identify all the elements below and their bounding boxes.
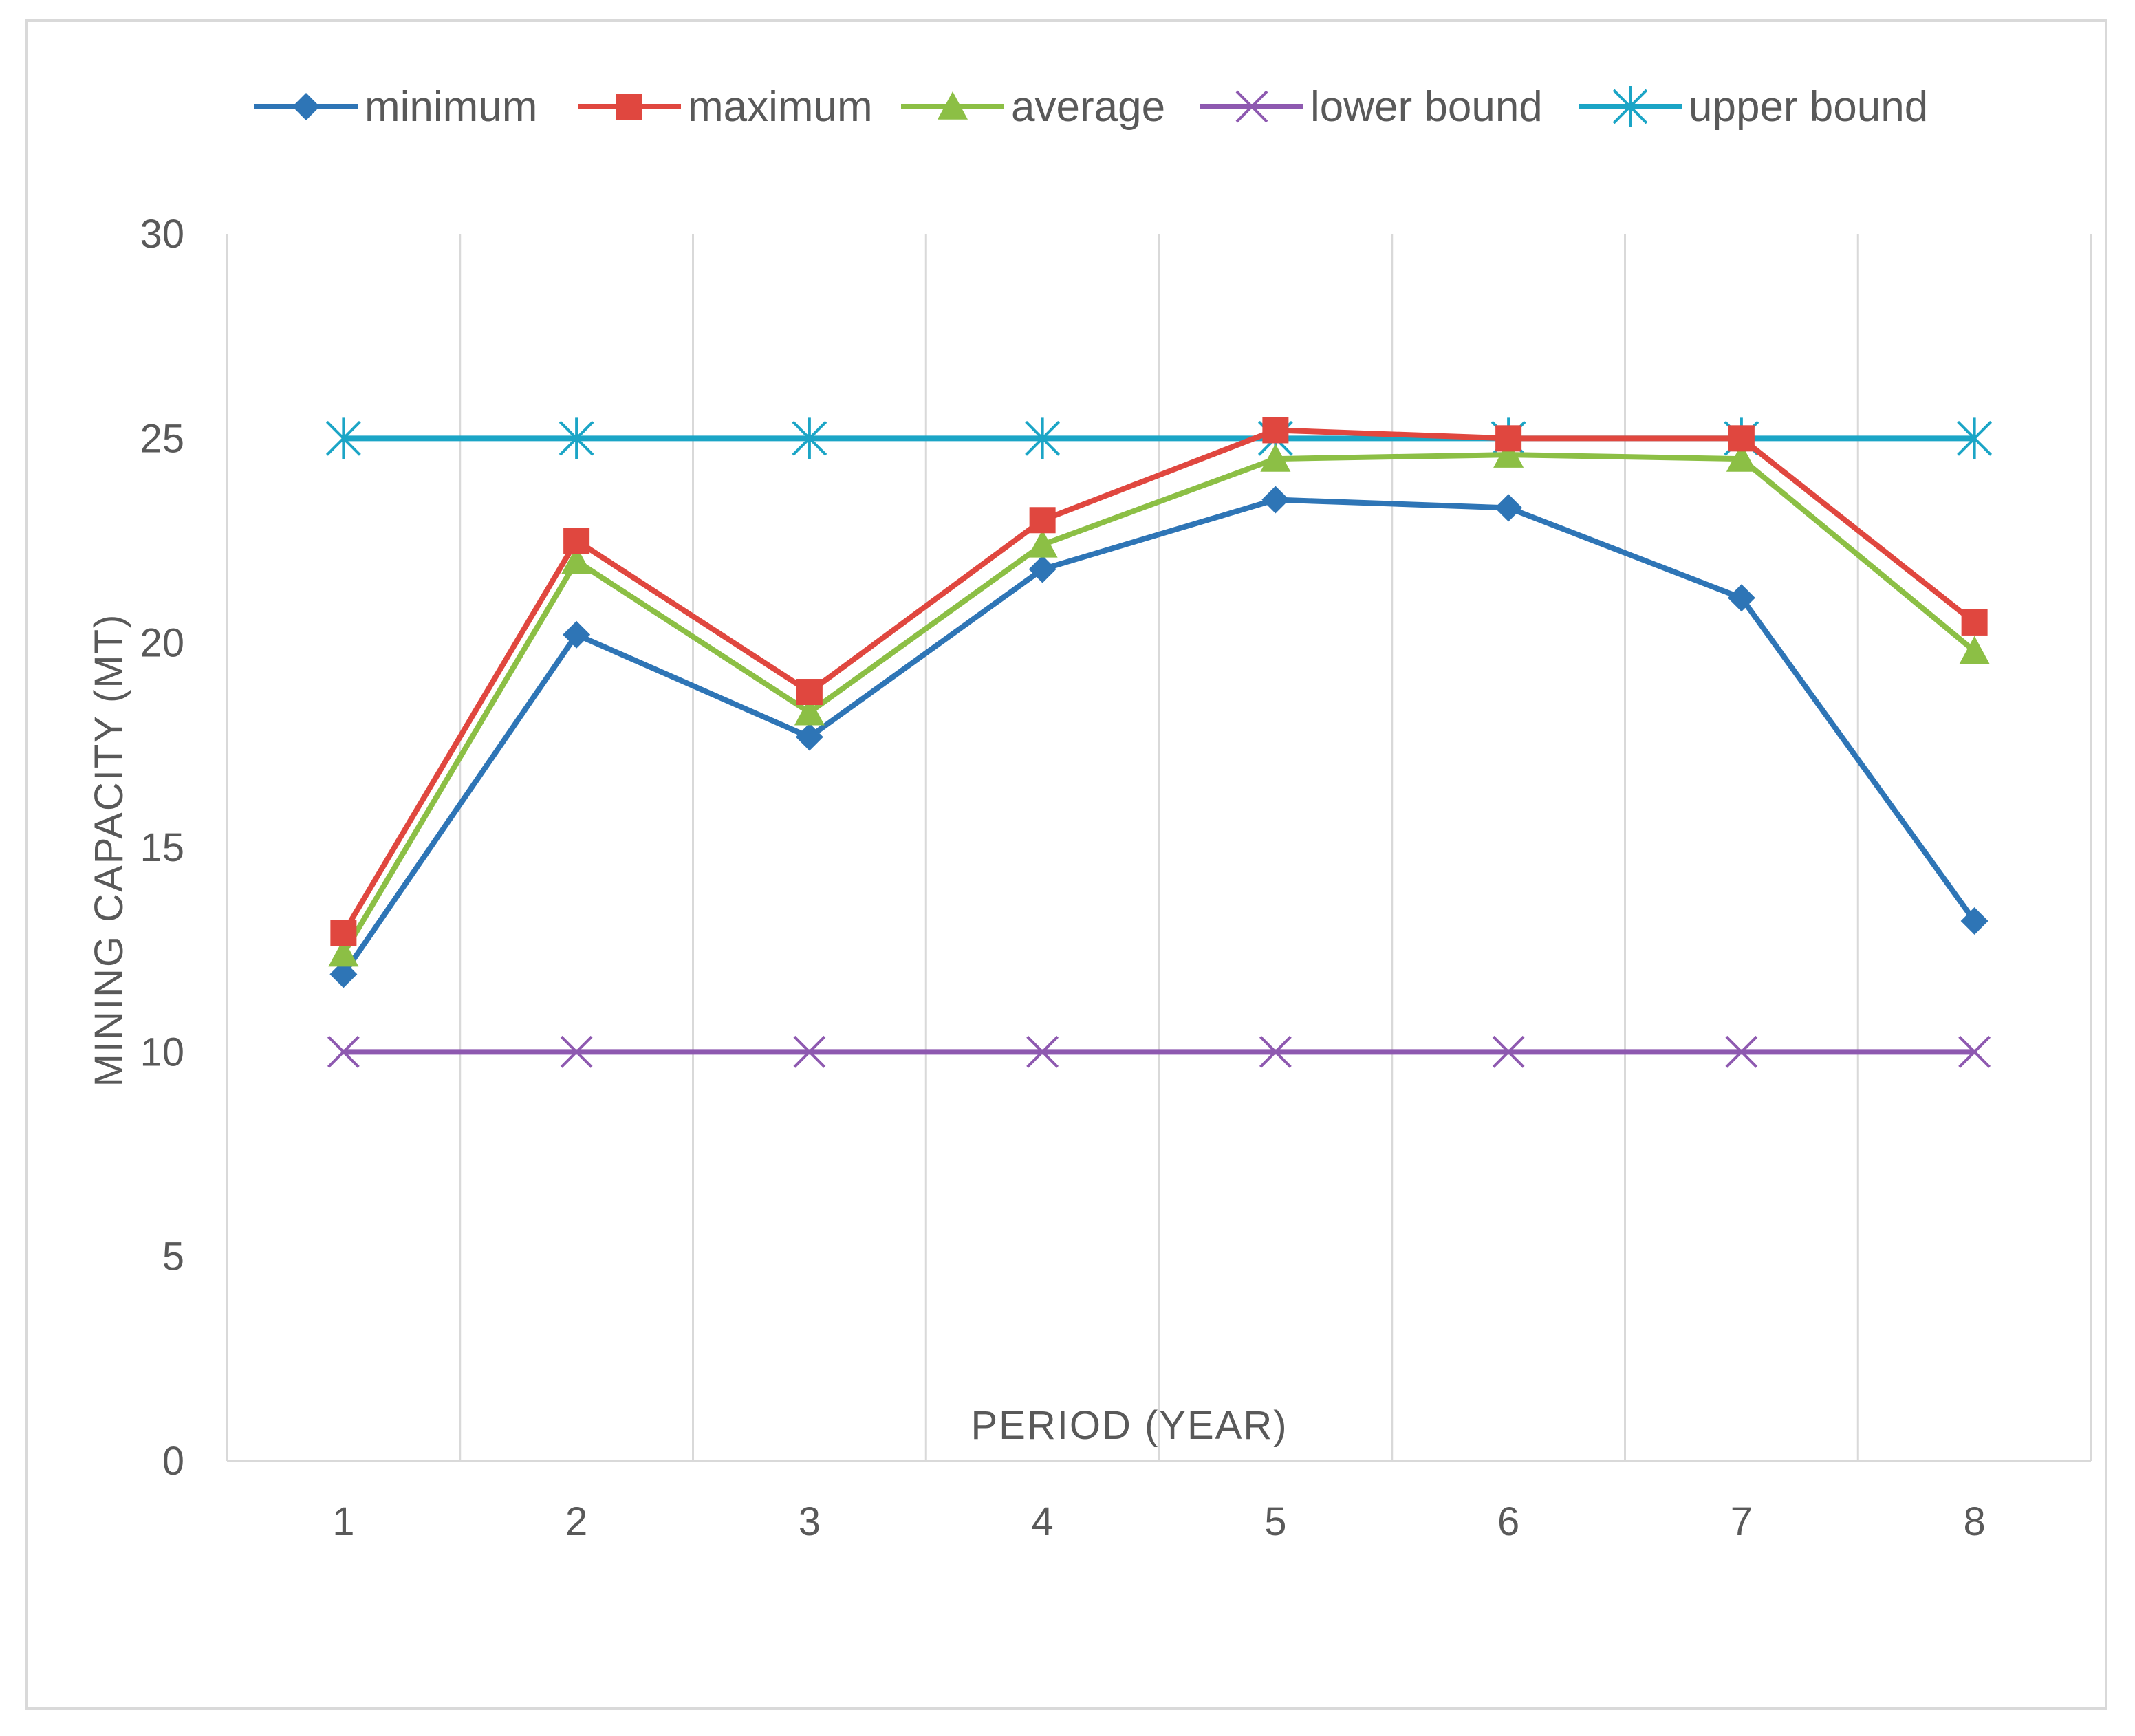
data-point-maximum — [1262, 417, 1289, 444]
chart-frame — [25, 19, 2107, 1710]
data-point-upper-bound — [1957, 417, 1993, 459]
x-tick-label: 7 — [1731, 1499, 1753, 1544]
legend-label-lower-bound: lower bound — [1310, 83, 1543, 131]
legend-marker-maximum — [616, 94, 642, 120]
data-point-average — [1959, 636, 1990, 664]
data-point-minimum — [1960, 907, 1988, 935]
data-point-lower-bound — [1725, 1035, 1758, 1068]
data-point-lower-bound — [560, 1035, 593, 1068]
legend-item-maximum: maximum — [578, 83, 873, 131]
data-point-maximum — [330, 920, 357, 946]
x-axis-title: PERIOD (YEAR) — [971, 1403, 1288, 1448]
data-point-lower-bound — [1958, 1035, 1991, 1068]
legend-item-minimum: minimum — [254, 83, 537, 131]
data-point-maximum — [1961, 609, 1988, 636]
series-maximum — [330, 417, 1988, 946]
grid — [226, 234, 2092, 1461]
series-line-maximum — [340, 427, 1977, 935]
series-minimum — [329, 486, 1988, 988]
series — [325, 417, 1993, 1068]
data-point-minimum — [1495, 494, 1523, 522]
x-tick-label: 6 — [1497, 1499, 1519, 1544]
legend-marker-minimum — [292, 93, 320, 120]
data-point-average — [1260, 444, 1291, 472]
y-tick-label: 10 — [140, 1030, 184, 1074]
series-line-average — [340, 452, 1977, 955]
series-line-minimum — [341, 497, 1977, 976]
data-point-maximum — [1728, 425, 1755, 452]
legend-label-maximum: maximum — [688, 83, 873, 131]
data-point-minimum — [795, 723, 823, 751]
x-tick-label: 8 — [1963, 1499, 1985, 1544]
legend: minimum maximum average lower bound upper bo… — [254, 83, 1928, 131]
y-tick-label: 30 — [140, 212, 184, 257]
y-tick-label: 20 — [140, 621, 184, 666]
legend-label-average: average — [1011, 83, 1165, 131]
legend-label-minimum: minimum — [365, 83, 537, 131]
legend-item-lower-bound: lower bound — [1200, 83, 1543, 131]
legend-item-average: average — [901, 83, 1165, 131]
data-point-average — [1493, 440, 1524, 468]
data-point-maximum — [1029, 507, 1056, 534]
data-point-average — [328, 938, 359, 967]
data-point-lower-bound — [1026, 1035, 1059, 1068]
data-point-lower-bound — [327, 1035, 360, 1068]
x-tick-label: 2 — [565, 1499, 587, 1544]
data-point-upper-bound — [792, 417, 827, 459]
legend-marker-average — [938, 91, 968, 120]
data-point-minimum — [563, 620, 591, 649]
y-tick-label: 15 — [140, 825, 184, 870]
series-lower-bound — [327, 1035, 1991, 1068]
y-tick-label: 25 — [140, 416, 184, 461]
x-tick-label: 4 — [1031, 1499, 1053, 1544]
x-tick-label: 1 — [332, 1499, 354, 1544]
data-point-minimum — [329, 960, 358, 988]
y-tick-label: 5 — [162, 1235, 184, 1279]
y-tick-label: 0 — [162, 1439, 184, 1484]
data-point-average — [561, 545, 592, 574]
data-point-lower-bound — [793, 1035, 826, 1068]
data-point-average — [1027, 529, 1058, 558]
axes: 0 5 10 15 20 25 30 1 2 3 4 5 6 7 8 — [140, 212, 2091, 1544]
data-point-average — [794, 697, 825, 726]
y-axis-title: MINING CAPACITY (MT) — [87, 614, 131, 1087]
legend-item-upper-bound: upper bound — [1579, 83, 1928, 131]
x-tick-label: 5 — [1264, 1499, 1286, 1544]
data-point-average — [1726, 444, 1757, 472]
data-point-upper-bound — [1025, 417, 1061, 459]
data-point-lower-bound — [1492, 1035, 1525, 1068]
data-point-lower-bound — [1259, 1035, 1292, 1068]
data-point-maximum — [563, 528, 590, 554]
legend-marker-lower-bound — [1235, 90, 1268, 123]
data-point-minimum — [1727, 584, 1755, 612]
data-point-maximum — [796, 679, 823, 706]
data-point-maximum — [1495, 425, 1522, 452]
legend-label-upper-bound: upper bound — [1689, 83, 1928, 131]
x-tick-label: 3 — [799, 1499, 821, 1544]
legend-marker-upper-bound — [1612, 86, 1648, 127]
data-point-minimum — [1028, 555, 1056, 583]
data-point-upper-bound — [559, 417, 594, 459]
series-average — [328, 440, 1990, 967]
data-point-upper-bound — [325, 417, 361, 459]
data-point-minimum — [1261, 486, 1290, 514]
